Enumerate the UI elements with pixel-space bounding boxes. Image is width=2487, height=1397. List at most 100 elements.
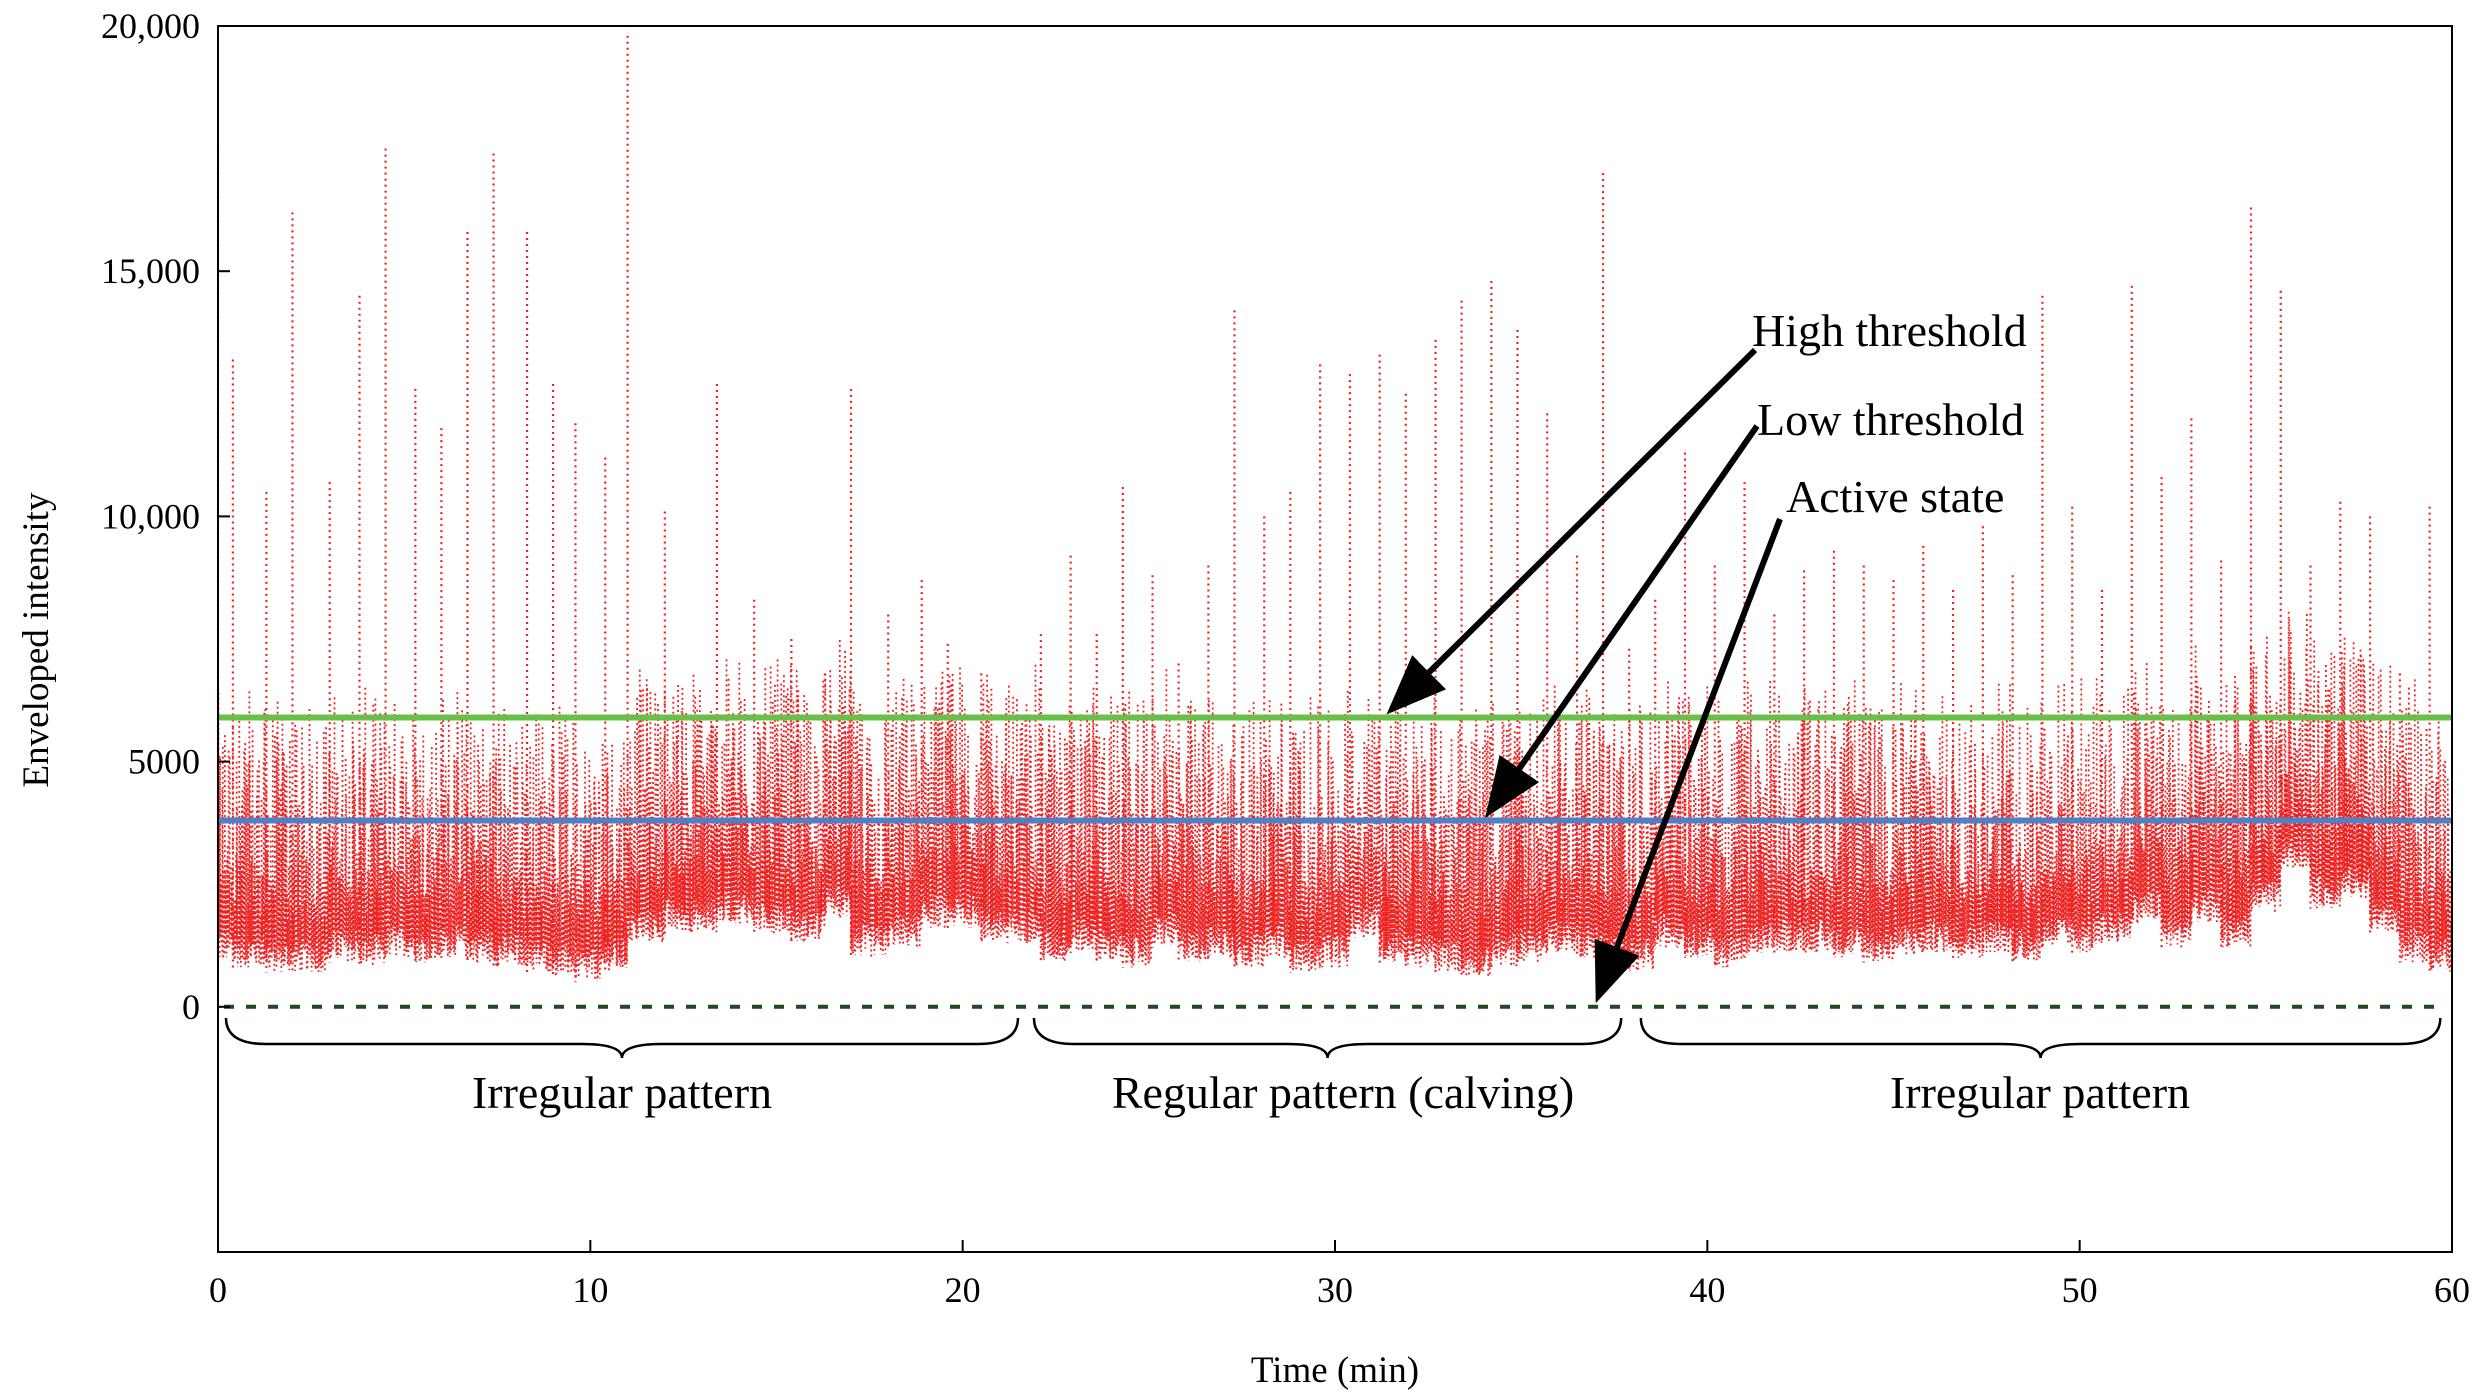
- noise-band-66: [2160, 709, 2192, 948]
- noise-band-61: [2011, 702, 2043, 962]
- noise-band-72: [2339, 637, 2371, 899]
- high-threshold-label: High threshold: [1752, 305, 2027, 356]
- noise-band-20: [824, 640, 852, 919]
- noise-band-19: [790, 670, 826, 943]
- noise-band-63: [2071, 678, 2103, 953]
- noise-band-27: [1040, 705, 1071, 961]
- noise-band-34: [1233, 702, 1265, 968]
- noise-band-16: [663, 674, 718, 933]
- noise-band-4: [328, 697, 360, 963]
- x-tick-label-10: 10: [572, 1270, 608, 1310]
- noise-band-53: [1773, 695, 1805, 953]
- threshold-layer: [218, 714, 2452, 1009]
- noise-band-2: [265, 701, 293, 972]
- noise-band-48: [1628, 705, 1656, 972]
- region-brace-1: [224, 1017, 1020, 1059]
- noise-band-40: [1404, 692, 1436, 968]
- region-label-2: Regular pattern (calving): [1112, 1067, 1574, 1118]
- noise-band-15: [626, 669, 666, 942]
- noise-band-17: [716, 659, 755, 924]
- noise-band-7: [414, 732, 442, 963]
- noise-band-10: [492, 709, 528, 968]
- noise-band-24: [946, 667, 982, 928]
- x-tick-label-60: 60: [2434, 1270, 2470, 1310]
- noise-band-12: [552, 706, 576, 977]
- noise-band-58: [1922, 696, 1954, 952]
- noise-band-33: [1207, 700, 1235, 958]
- data-layer: [216, 35, 2453, 983]
- y-tick-label-10000: 10,000: [101, 496, 200, 536]
- y-tick-label-5000: 5000: [128, 742, 200, 782]
- noise-band-50: [1684, 686, 1716, 958]
- region-brace-3: [1639, 1017, 2442, 1059]
- noise-band-71: [2309, 640, 2341, 909]
- active-state-label: Active state: [1786, 471, 2004, 522]
- low-threshold-arrow: [1485, 424, 1760, 818]
- noise-band-56: [1862, 707, 1894, 963]
- noise-band-43: [1490, 703, 1518, 968]
- axes-layer: 0 10 20 30 40 50 60 0 5000 10,000 15,000 20,000: [101, 6, 2470, 1310]
- noise-band-70: [2279, 611, 2311, 869]
- region-layer: [224, 1017, 2442, 1059]
- x-tick-label-20: 20: [945, 1270, 981, 1310]
- noise-band-32: [1177, 700, 1209, 963]
- noise-band-39: [1378, 707, 1407, 962]
- noise-band-3: [291, 709, 331, 972]
- noise-band-73: [2369, 663, 2401, 933]
- noise-band-9: [466, 717, 494, 963]
- noise-band-23: [920, 671, 949, 929]
- noise-band-26: [1006, 664, 1042, 943]
- x-tick-label-30: 30: [1317, 1270, 1353, 1310]
- noise-band-62: [2041, 684, 2073, 947]
- noise-band-45: [1546, 685, 1578, 953]
- noise-band-14: [604, 742, 628, 973]
- noise-band-0: [217, 692, 234, 959]
- noise-band-74: [2399, 679, 2430, 963]
- noise-band-68: [2220, 676, 2252, 948]
- noise-band-30: [1121, 691, 1153, 968]
- noise-band-41: [1434, 719, 1462, 972]
- noise-band-46: [1576, 689, 1604, 958]
- noise-band-37: [1319, 690, 1351, 968]
- y-tick-label-0: 0: [182, 987, 200, 1027]
- series-0-dots: [216, 35, 2453, 983]
- noise-band-65: [2130, 663, 2162, 924]
- noise-band-21: [850, 691, 889, 957]
- noise-band-22: [887, 678, 923, 948]
- noise-band-11: [526, 714, 554, 972]
- noise-band-1: [232, 691, 267, 968]
- noise-band-52: [1743, 681, 1775, 955]
- region-label-1: Irregular pattern: [472, 1067, 772, 1118]
- region-label-3: Irregular pattern: [1890, 1067, 2190, 1118]
- noise-band-75: [2428, 716, 2453, 972]
- y-axis-title: Enveloped intensity: [16, 492, 57, 787]
- region-brace-2: [1032, 1017, 1623, 1059]
- noise-band-29: [1095, 696, 1124, 961]
- noise-band-18: [753, 659, 792, 934]
- noise-band-8: [440, 692, 468, 958]
- high-threshold-arrow: [1386, 347, 1758, 715]
- noise-band-38: [1349, 699, 1380, 939]
- noise-band-28: [1069, 687, 1098, 953]
- y-tick-label-20000: 20,000: [101, 6, 200, 46]
- noise-band-51: [1713, 700, 1745, 968]
- y-tick-label-15000: 15,000: [101, 251, 200, 291]
- x-tick-label-50: 50: [2062, 1270, 2098, 1310]
- x-tick-label-40: 40: [1689, 1270, 1725, 1310]
- noise-band-57: [1892, 683, 1924, 957]
- noise-band-64: [2101, 688, 2133, 943]
- noise-band-36: [1289, 697, 1321, 972]
- active-state-arrow: [1594, 517, 1783, 1004]
- noise-band-67: [2190, 645, 2222, 923]
- noise-band-55: [1833, 680, 1865, 958]
- noise-band-13: [574, 744, 606, 982]
- noise-band-35: [1263, 700, 1291, 958]
- noise-band-59: [1952, 705, 1984, 958]
- noise-band-5: [358, 687, 386, 968]
- noise-band-44: [1516, 699, 1548, 963]
- x-tick-label-0: 0: [209, 1270, 227, 1310]
- noise-band-31: [1151, 669, 1179, 946]
- noise-band-69: [2250, 636, 2282, 912]
- noise-band-25: [980, 674, 1008, 942]
